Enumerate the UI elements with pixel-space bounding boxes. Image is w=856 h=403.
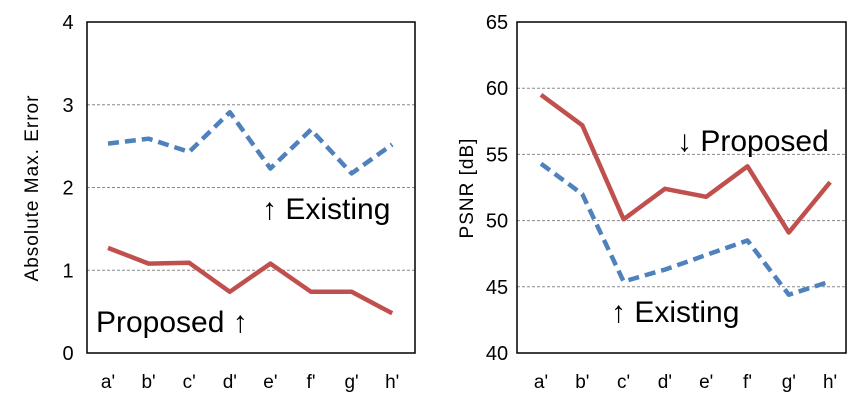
plot-frame	[86, 21, 416, 354]
y-tick-label: 50	[486, 211, 508, 233]
y-tick-label: 40	[486, 343, 508, 365]
y-tick-label: 55	[486, 144, 508, 166]
y-axis-label: Absolute Max. Error	[22, 95, 43, 282]
x-tick-label: h'	[823, 372, 837, 393]
x-tick-label: f'	[307, 372, 316, 393]
annotation-existing: ↑ Existing	[262, 193, 390, 226]
annotation-proposed: Proposed ↑	[96, 306, 248, 339]
x-tick-label: d'	[223, 372, 237, 393]
y-tick-label: 0	[62, 343, 73, 365]
x-tick-label: e'	[699, 372, 713, 393]
chart-absolute-max-error: 0 1 2 3 4 a' b' c' d' e' f' g' h' Absolute Max. Err…	[22, 12, 416, 393]
annotation-existing: ↑ Existing	[611, 296, 739, 329]
series-line-existing	[539, 161, 831, 297]
y-tick-label: 3	[62, 95, 73, 117]
x-tick-label: b'	[575, 372, 589, 393]
y-axis-label: PSNR [dB]	[457, 138, 478, 239]
x-tick-label: c'	[617, 372, 630, 393]
x-tick-label: c'	[183, 372, 196, 393]
x-tick-label: d'	[658, 372, 672, 393]
y-tick-label: 2	[62, 178, 73, 200]
x-tick-label: a'	[534, 372, 548, 393]
y-tick-label: 45	[486, 277, 508, 299]
series-line-proposed	[539, 92, 832, 235]
x-tick-label: b'	[141, 372, 155, 393]
series-line-existing	[107, 109, 394, 176]
x-tick-label: e'	[263, 372, 277, 393]
x-tick-label: g'	[782, 372, 796, 393]
y-tick-label: 65	[486, 12, 508, 34]
x-tick-label: f'	[743, 372, 752, 393]
y-tick-label: 4	[62, 12, 73, 34]
plot-frame	[516, 21, 847, 354]
series-line-proposed	[107, 245, 394, 316]
x-tick-label: g'	[344, 372, 358, 393]
y-tick-label: 1	[62, 260, 73, 282]
x-tick-label: h'	[385, 372, 399, 393]
x-tick-label: a'	[101, 372, 115, 393]
y-tick-label: 60	[486, 78, 508, 100]
annotation-proposed: ↓ Proposed	[677, 125, 829, 158]
